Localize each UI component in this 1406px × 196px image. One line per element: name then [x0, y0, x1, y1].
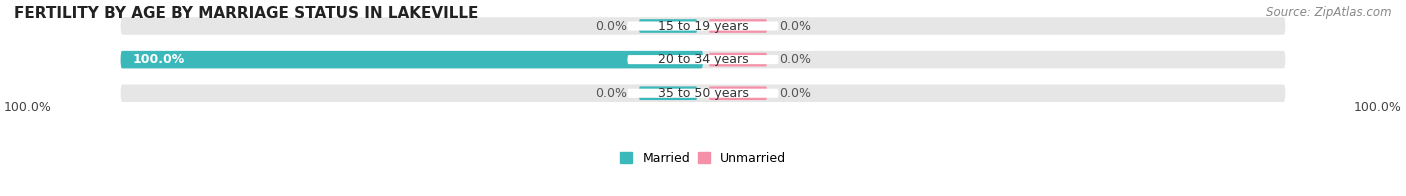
FancyBboxPatch shape	[627, 22, 779, 31]
Text: 0.0%: 0.0%	[595, 87, 627, 100]
FancyBboxPatch shape	[709, 86, 768, 100]
Text: 100.0%: 100.0%	[4, 101, 52, 114]
FancyBboxPatch shape	[121, 84, 1285, 102]
Text: 0.0%: 0.0%	[779, 87, 811, 100]
FancyBboxPatch shape	[709, 53, 768, 66]
FancyBboxPatch shape	[121, 51, 1285, 68]
FancyBboxPatch shape	[627, 89, 779, 98]
FancyBboxPatch shape	[638, 86, 697, 100]
Text: 0.0%: 0.0%	[779, 20, 811, 33]
Text: 100.0%: 100.0%	[132, 53, 184, 66]
Text: 0.0%: 0.0%	[595, 20, 627, 33]
FancyBboxPatch shape	[638, 53, 697, 66]
Text: 100.0%: 100.0%	[1354, 101, 1402, 114]
FancyBboxPatch shape	[709, 19, 768, 33]
Text: 20 to 34 years: 20 to 34 years	[658, 53, 748, 66]
FancyBboxPatch shape	[121, 17, 1285, 35]
Text: Source: ZipAtlas.com: Source: ZipAtlas.com	[1267, 6, 1392, 19]
FancyBboxPatch shape	[638, 19, 697, 33]
Text: 15 to 19 years: 15 to 19 years	[658, 20, 748, 33]
Text: FERTILITY BY AGE BY MARRIAGE STATUS IN LAKEVILLE: FERTILITY BY AGE BY MARRIAGE STATUS IN L…	[14, 6, 478, 21]
Legend: Married, Unmarried: Married, Unmarried	[614, 147, 792, 170]
FancyBboxPatch shape	[121, 51, 703, 68]
Text: 35 to 50 years: 35 to 50 years	[658, 87, 748, 100]
Text: 0.0%: 0.0%	[779, 53, 811, 66]
FancyBboxPatch shape	[627, 55, 779, 64]
